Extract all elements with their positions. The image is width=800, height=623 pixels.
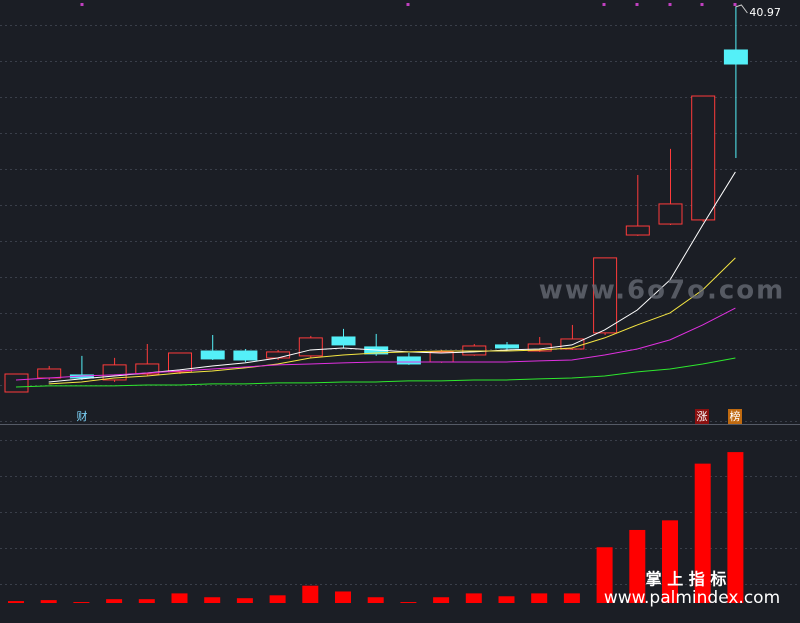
volume-bar bbox=[727, 452, 744, 603]
event-tag: 涨 bbox=[697, 410, 708, 423]
marker-dot bbox=[700, 3, 704, 6]
watermark: www.palmindex.com bbox=[604, 588, 780, 608]
tag-background bbox=[75, 409, 89, 424]
volume-bar bbox=[629, 529, 646, 603]
volume-bar bbox=[563, 593, 580, 603]
candle-body bbox=[625, 225, 650, 236]
candle-body bbox=[723, 49, 748, 65]
candle-body bbox=[658, 203, 683, 225]
event-tag: 榜 bbox=[730, 409, 741, 423]
volume-bar bbox=[400, 602, 417, 603]
volume-bar bbox=[302, 585, 319, 603]
candle-body bbox=[298, 337, 323, 357]
volume-bar bbox=[73, 602, 90, 603]
event-tag: 财 bbox=[77, 409, 88, 423]
plot: 40.97 财 涨 榜 bbox=[4, 4, 781, 603]
candle-body bbox=[331, 336, 356, 346]
marker-dot bbox=[602, 3, 606, 6]
moving-average-line bbox=[15, 307, 736, 381]
marker-dot bbox=[668, 3, 672, 6]
volume-bar bbox=[694, 463, 711, 603]
candle-body bbox=[4, 373, 29, 393]
marker-dot bbox=[635, 3, 639, 6]
candle-body bbox=[396, 356, 421, 365]
volume-bar bbox=[106, 599, 123, 603]
moving-average-line bbox=[48, 171, 736, 383]
marker-dot bbox=[406, 3, 410, 6]
moving-average-line bbox=[15, 357, 736, 388]
volume-bar bbox=[40, 600, 57, 603]
candle-body bbox=[462, 345, 487, 356]
volume-bar bbox=[138, 599, 155, 603]
candle-body bbox=[135, 363, 160, 375]
tag-background bbox=[728, 409, 742, 424]
volume-bar bbox=[596, 547, 613, 603]
moving-average-line bbox=[48, 257, 736, 385]
volume-bar bbox=[531, 593, 548, 603]
candle-body bbox=[200, 350, 225, 360]
volume-bar bbox=[465, 593, 482, 603]
volume-bar bbox=[367, 597, 384, 603]
volume-bar bbox=[335, 591, 351, 603]
volume-bar bbox=[498, 596, 515, 603]
candle-body bbox=[168, 352, 192, 373]
volume-bar bbox=[236, 598, 253, 603]
tag-background bbox=[695, 409, 709, 424]
volume-bar bbox=[433, 597, 450, 603]
watermark: 掌 上 指 标 bbox=[646, 570, 727, 589]
volume-bar bbox=[204, 597, 221, 603]
volume-bar bbox=[171, 593, 188, 603]
marker-dot bbox=[733, 3, 737, 6]
high-label: 40.97 bbox=[749, 6, 781, 19]
volume-bar bbox=[269, 595, 286, 603]
candle-body bbox=[691, 95, 716, 221]
candle-body bbox=[593, 257, 618, 334]
candle-body bbox=[233, 350, 258, 361]
watermark: www.6o7o.com bbox=[539, 276, 785, 306]
candle-body bbox=[266, 351, 291, 359]
marker-dot bbox=[80, 3, 84, 6]
candle-body bbox=[495, 344, 519, 349]
volume-bar bbox=[662, 520, 678, 603]
candle-body bbox=[37, 368, 62, 379]
leader-line bbox=[735, 4, 748, 14]
volume-bar bbox=[8, 601, 24, 603]
